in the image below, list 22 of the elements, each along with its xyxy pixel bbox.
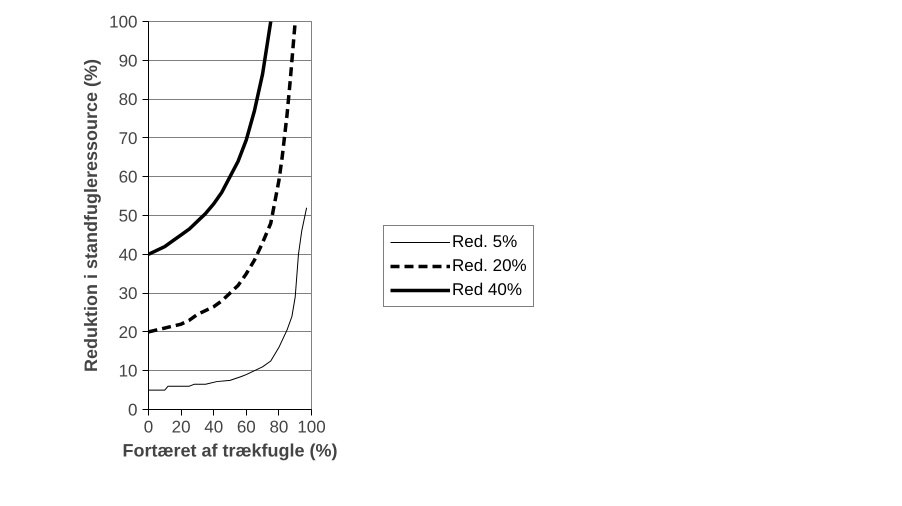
y-tick-label: 20	[118, 322, 138, 342]
y-tick-label: 60	[118, 168, 138, 187]
y-tick-label: 40	[118, 245, 138, 264]
x-tick-label: 100	[297, 418, 326, 436]
legend-label: Red. 20%	[452, 256, 527, 276]
y-axis-title: Reduktion i standfugleressource (%)	[81, 58, 102, 372]
x-tick-label: 0	[144, 418, 154, 436]
legend-label: Red 40%	[452, 280, 522, 300]
x-tick-label: 80	[269, 418, 288, 436]
y-tick-label: 70	[118, 128, 138, 148]
y-tick-label: 0	[128, 400, 138, 420]
x-tick-label: 40	[204, 418, 224, 436]
y-tick-label: 80	[118, 90, 138, 110]
legend-label: Red. 5%	[452, 232, 518, 252]
y-tick-label: 100	[109, 12, 138, 32]
x-tick-label: 20	[172, 418, 191, 436]
y-tick-label: 30	[118, 284, 138, 304]
y-tick-label: 10	[118, 362, 138, 381]
x-axis-title: Fortæret af trækfugle (%)	[122, 440, 338, 460]
x-tick-label: 60	[236, 418, 256, 436]
y-tick-label: 50	[118, 206, 138, 226]
y-tick-label: 90	[118, 51, 138, 70]
